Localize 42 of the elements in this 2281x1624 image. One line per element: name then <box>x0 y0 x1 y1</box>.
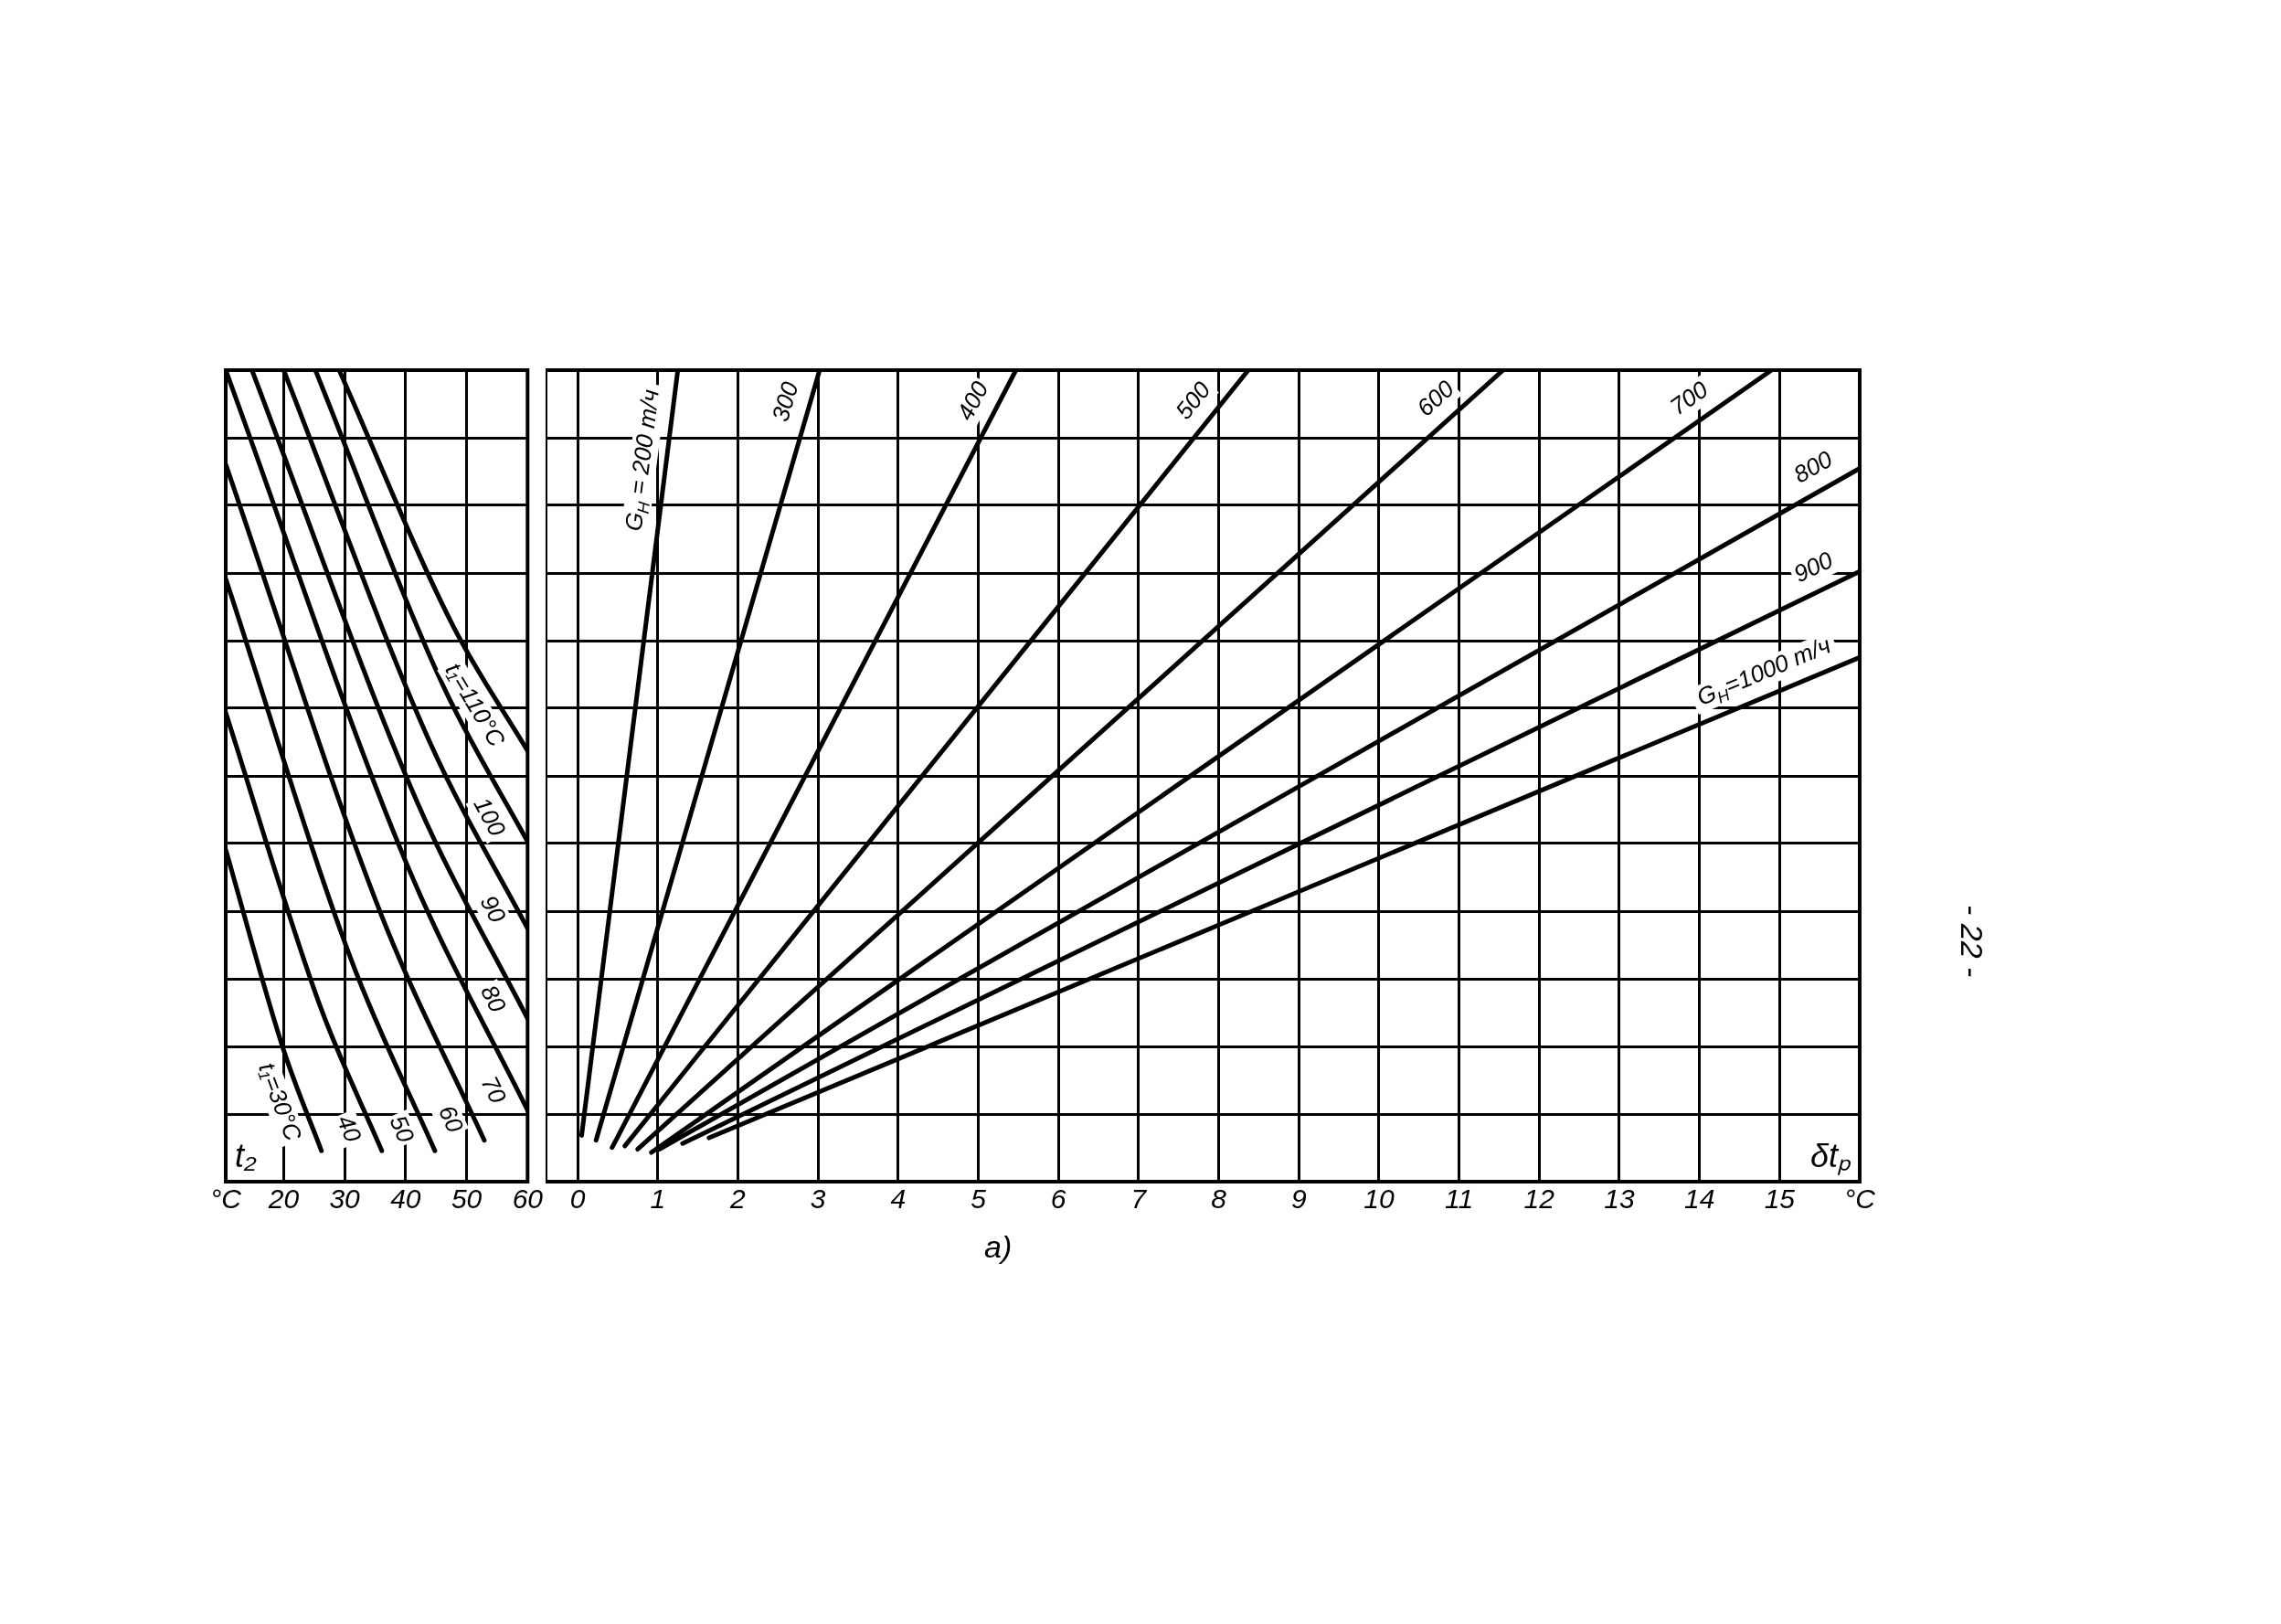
text: 400 <box>950 376 994 425</box>
x-tick-label: 10 <box>1363 1184 1395 1215</box>
x-tick-label: 9 <box>1290 1184 1307 1215</box>
x-tick-label: 8 <box>1211 1184 1227 1215</box>
text: 300 <box>766 377 804 425</box>
text: GН = 200 т/ч <box>619 387 664 533</box>
x-tick-label: 12 <box>1523 1184 1555 1215</box>
x-tick-label: 6 <box>1050 1184 1066 1215</box>
text: 700 <box>1664 375 1713 421</box>
x-tick-label: °C <box>1844 1184 1876 1215</box>
text: GН=1000 т/ч <box>1692 631 1835 712</box>
text: 80 <box>475 980 513 1017</box>
text: 40 <box>331 1110 367 1147</box>
text: 100 <box>468 792 512 842</box>
x-tick-label: 2 <box>729 1184 747 1215</box>
text: 600 <box>1411 374 1460 422</box>
x-tick-label: 15 <box>1764 1184 1796 1215</box>
x-tick-label: 13 <box>1604 1184 1635 1215</box>
text: 800 <box>1788 444 1838 489</box>
x-tick-label: 3 <box>810 1184 826 1215</box>
text: 70 <box>475 1071 513 1109</box>
x-tick-label: 0 <box>569 1184 586 1215</box>
x-tick-label: 40 <box>390 1184 421 1215</box>
text: а) <box>984 1229 1013 1265</box>
x-tick-label: 11 <box>1445 1184 1474 1215</box>
x-tick-label: 7 <box>1130 1184 1148 1215</box>
text: 90 <box>474 890 513 928</box>
text: 900 <box>1788 546 1838 589</box>
x-tick-label: 60 <box>512 1184 544 1215</box>
x-tick-label: 50 <box>451 1184 483 1215</box>
text: 500 <box>1169 376 1216 425</box>
x-tick-label: 14 <box>1683 1184 1715 1215</box>
text: - 22 - <box>1954 905 1989 978</box>
text: 60 <box>433 1100 470 1138</box>
text: 50 <box>384 1110 420 1147</box>
x-tick-label: 20 <box>267 1184 300 1215</box>
x-tick-label: °C <box>210 1184 242 1215</box>
x-tick-label: 30 <box>329 1184 361 1215</box>
x-tick-label: 5 <box>971 1184 987 1215</box>
x-tick-label: 4 <box>890 1184 907 1215</box>
x-tick-label: 1 <box>650 1184 666 1215</box>
x-axis-title: δtₚ <box>1809 1137 1851 1176</box>
